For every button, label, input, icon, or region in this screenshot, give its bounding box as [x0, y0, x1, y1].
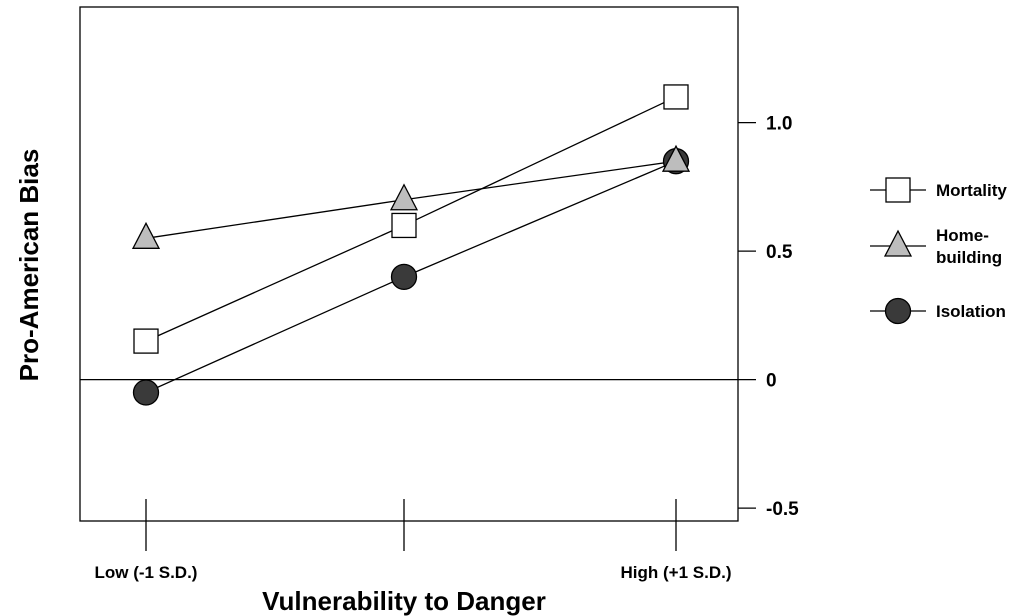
y-tick-label: 0: [766, 371, 777, 392]
y-tick-label: 1.0: [766, 114, 792, 135]
legend-marker-square: [885, 177, 911, 203]
legend-label: Mortality: [936, 181, 1007, 200]
x-tick-label: High (+1 S.D.): [621, 563, 732, 582]
y-tick-label: -0.5: [766, 499, 799, 520]
y-axis-title: Pro-American Bias: [14, 149, 44, 382]
legend-label: building: [936, 248, 1002, 267]
legend-marker-circle: [884, 297, 912, 325]
data-point-square: [391, 212, 417, 239]
x-axis-title: Vulnerability to Danger: [262, 586, 546, 616]
legend: Mortality Home-building Isolation: [870, 177, 1007, 325]
data-point-triangle: [389, 183, 419, 211]
data-point-triangle: [131, 221, 161, 249]
data-point-triangle: [661, 144, 691, 172]
data-point-circle: [132, 379, 160, 406]
x-tick-label: Low (-1 S.D.): [95, 563, 198, 582]
legend-label: Isolation: [936, 302, 1006, 321]
legend-label: Home-: [936, 226, 989, 245]
data-point-square: [663, 84, 689, 110]
plot-frame: [79, 6, 739, 522]
data-point-circle: [390, 263, 418, 291]
legend-marker-triangle: [883, 229, 913, 257]
y-tick-label: 0.5: [766, 242, 793, 263]
data-point-square: [133, 328, 159, 354]
